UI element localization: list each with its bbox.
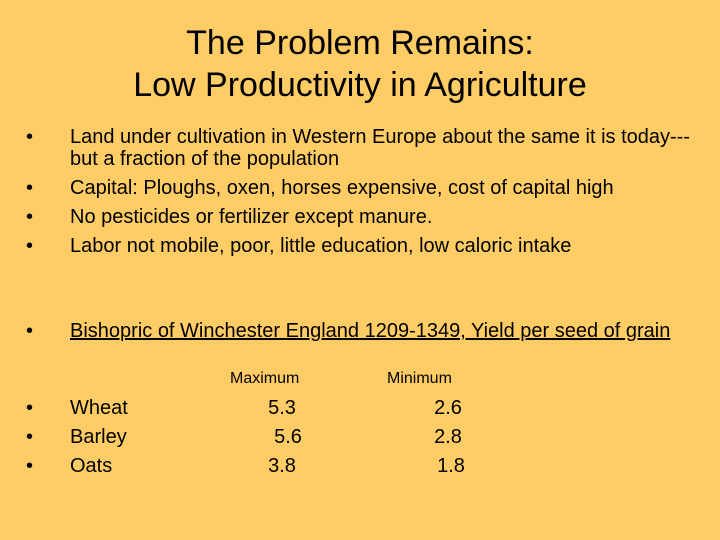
crop-name: Barley <box>70 426 127 448</box>
crop-row: • Wheat <box>26 394 128 423</box>
bullet-dot: • <box>26 235 34 257</box>
min-value: 2.8 <box>434 426 462 448</box>
bullet-text: Labor not mobile, poor, little education… <box>70 235 572 257</box>
max-value: 3.8 <box>268 455 296 477</box>
bullet-text: No pesticides or fertilizer except manur… <box>70 206 433 228</box>
bullet-text: Land under cultivation in Western Europe… <box>70 126 690 170</box>
bullet-dot: • <box>26 397 34 419</box>
bullet-dot: • <box>26 206 34 228</box>
bullet-item: • Labor not mobile, poor, little educatio… <box>26 235 706 257</box>
bullet-dot: • <box>26 320 34 342</box>
min-value: 1.8 <box>437 455 465 477</box>
crop-name: Wheat <box>70 397 128 419</box>
min-values: 2.6 2.8 1.8 <box>428 394 468 481</box>
bullet-item: • Land under cultivation in Western Europ… <box>26 126 706 170</box>
bullet-item: • No pesticides or fertilizer except manu… <box>26 206 706 228</box>
winchester-bullet: • Bishopric of Winchester England 1209-1… <box>26 320 706 342</box>
crop-row: • Oats <box>26 452 128 481</box>
bullet-text: Capital: Ploughs, oxen, horses expensive… <box>70 177 614 199</box>
bullet-list: • Land under cultivation in Western Europ… <box>26 126 706 264</box>
crop-name: Oats <box>70 455 113 477</box>
bullet-item: • Capital: Ploughs, oxen, horses expensiv… <box>26 177 706 199</box>
winchester-heading: Bishopric of Winchester England 1209-134… <box>70 320 671 342</box>
max-values: 5.3 5.6 3.8 <box>262 394 306 481</box>
bullet-dot: • <box>26 426 34 448</box>
title-line-1: The Problem Remains: <box>186 24 534 62</box>
bullet-dot: • <box>26 126 34 148</box>
col-header-maximum: Maximum <box>230 370 300 387</box>
bullet-dot: • <box>26 455 34 477</box>
slide-title: The Problem Remains: Low Productivity in… <box>0 22 720 106</box>
min-value: 2.6 <box>434 397 462 419</box>
crop-row: • Barley <box>26 423 128 452</box>
crop-list: • Wheat • Barley • Oats <box>26 394 128 481</box>
col-header-minimum: Minimum <box>387 370 452 387</box>
max-value: 5.3 <box>268 397 296 419</box>
title-line-2: Low Productivity in Agriculture <box>133 66 587 104</box>
max-value: 5.6 <box>274 426 302 448</box>
bullet-dot: • <box>26 177 34 199</box>
